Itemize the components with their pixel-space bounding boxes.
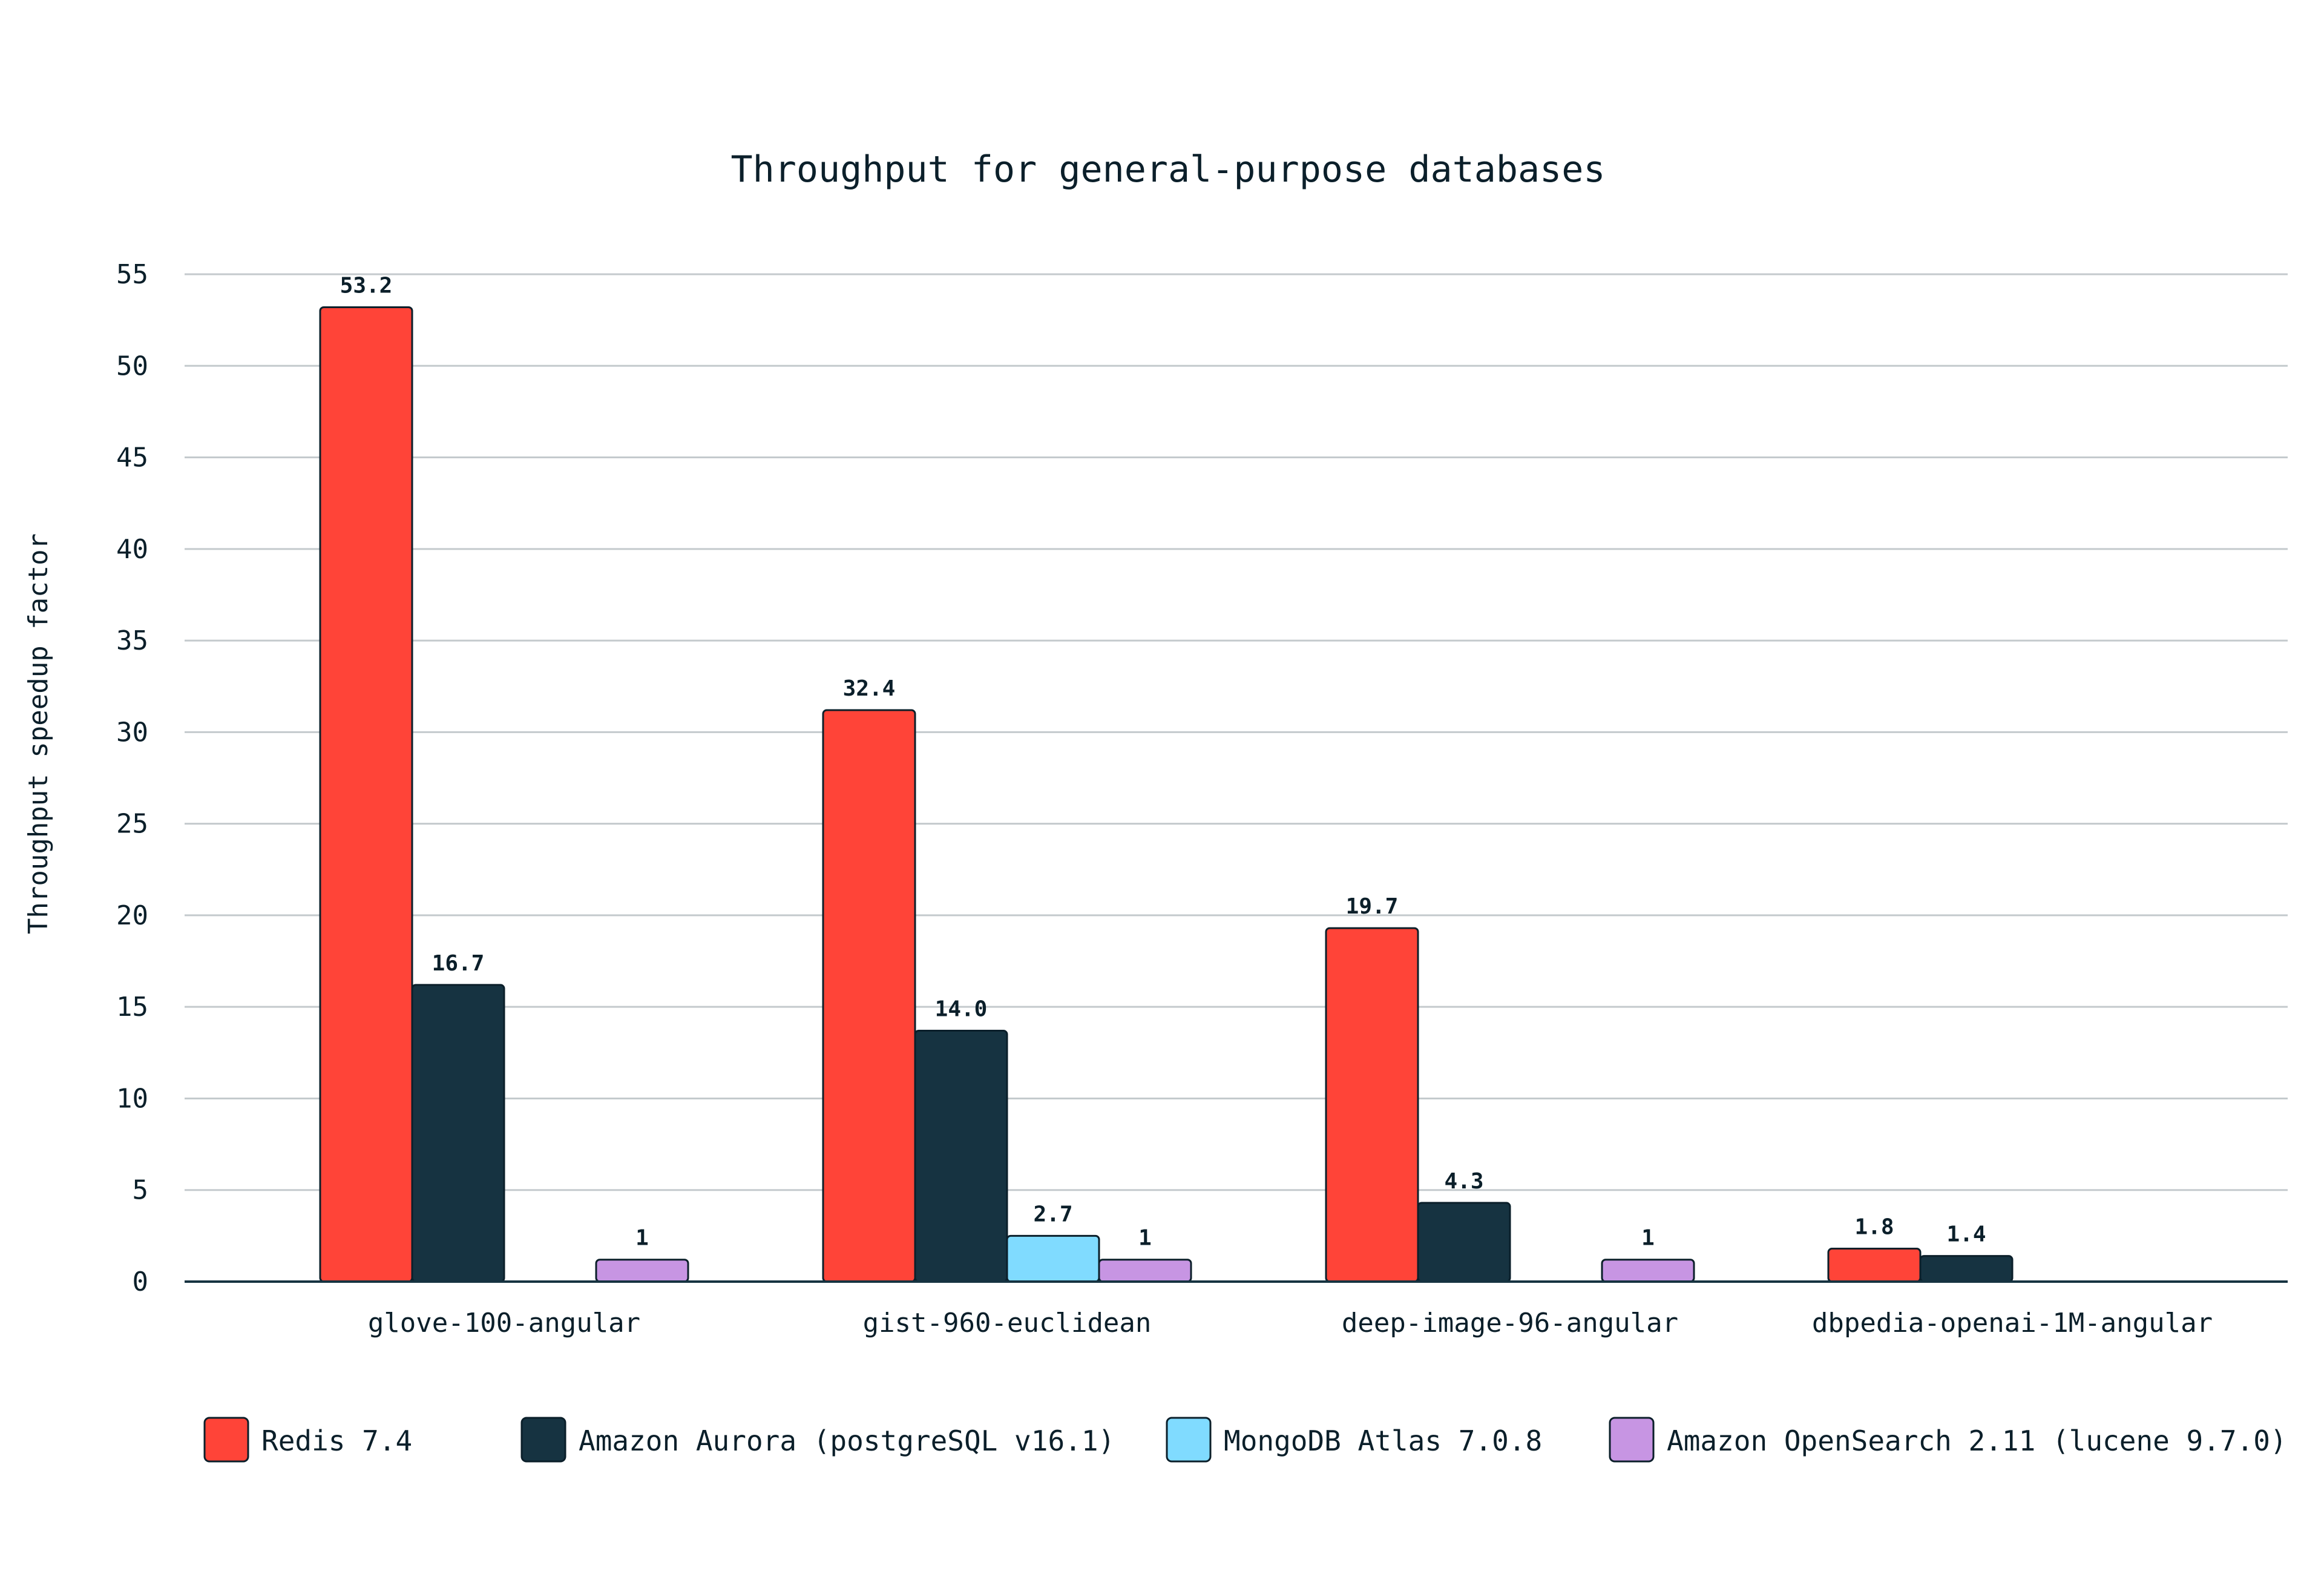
bar-deep-image-96-angular-series-1: [1417, 1202, 1511, 1283]
data-label: 1: [1138, 1226, 1152, 1251]
data-label: 19.7: [1346, 894, 1399, 919]
x-tick-label: deep-image-96-angular: [1342, 1308, 1678, 1339]
legend-item-2: MongoDB Atlas 7.0.8: [1166, 1417, 1542, 1463]
y-tick-label: 40: [116, 534, 148, 565]
bar-dbpedia-openai-1M-angular-series-0: [1827, 1248, 1922, 1283]
legend-label: MongoDB Atlas 7.0.8: [1224, 1424, 1542, 1457]
y-tick-label: 10: [116, 1083, 148, 1114]
y-tick-label: 0: [133, 1266, 149, 1297]
legend-label: Amazon Aurora (postgreSQL v16.1): [579, 1424, 1115, 1457]
data-label: 1.8: [1854, 1215, 1894, 1240]
legend-label: Amazon OpenSearch 2.11 (lucene 9.7.0): [1667, 1424, 2287, 1457]
y-tick-label: 55: [116, 259, 148, 290]
legend-swatch: [1609, 1417, 1655, 1463]
y-tick-label: 20: [116, 900, 148, 931]
chart-title: Throughput for general-purpose databases: [731, 148, 1606, 191]
bar-deep-image-96-angular-series-3: [1601, 1259, 1695, 1283]
bar-glove-100-angular-series-3: [595, 1259, 689, 1283]
bar-gist-960-euclidean-series-3: [1098, 1259, 1192, 1283]
x-tick-label: glove-100-angular: [368, 1308, 640, 1339]
bar-gist-960-euclidean-series-1: [914, 1030, 1008, 1283]
data-label: 32.4: [843, 676, 896, 701]
bar-dbpedia-openai-1M-angular-series-1: [1919, 1255, 2014, 1283]
y-tick-label: 50: [116, 351, 148, 381]
bar-gist-960-euclidean-series-0: [822, 709, 916, 1283]
bars: [319, 306, 2014, 1283]
legend-item-1: Amazon Aurora (postgreSQL v16.1): [520, 1417, 1115, 1463]
legend-swatch: [203, 1417, 249, 1463]
bar-gist-960-euclidean-series-2: [1006, 1234, 1100, 1283]
data-label: 14.0: [935, 997, 988, 1022]
y-tick-label: 30: [116, 717, 148, 748]
gridlines: [185, 273, 2288, 1191]
y-axis-label: Throughput speedup factor: [23, 533, 54, 934]
x-tick-labels: glove-100-angular gist-960-euclidean deep-…: [368, 1308, 2213, 1339]
legend: Redis 7.4 Amazon Aurora (postgreSQL v16.1…: [203, 1417, 2287, 1463]
y-tick-labels: 0 5 10 15 20 25 30 35 40 45 50 55: [116, 259, 148, 1297]
x-tick-label: gist-960-euclidean: [863, 1308, 1152, 1339]
x-tick-label: dbpedia-openai-1M-angular: [1812, 1308, 2213, 1339]
bar-glove-100-angular-series-0: [319, 306, 413, 1283]
data-label: 1: [635, 1226, 649, 1251]
y-tick-label: 5: [133, 1175, 149, 1206]
legend-label: Redis 7.4: [261, 1424, 412, 1457]
y-tick-label: 25: [116, 809, 148, 840]
bar-glove-100-angular-series-1: [411, 984, 505, 1283]
data-label: 2.7: [1033, 1202, 1072, 1227]
legend-swatch: [1166, 1417, 1212, 1463]
legend-swatch: [520, 1417, 566, 1463]
y-tick-label: 45: [116, 443, 148, 473]
data-label: 4.3: [1444, 1169, 1483, 1194]
legend-item-3: Amazon OpenSearch 2.11 (lucene 9.7.0): [1609, 1417, 2287, 1463]
data-label: 16.7: [432, 951, 485, 976]
data-labels: 53.2 16.7 1 32.4 14.0 2.7 1 19.7 4.3 1 1.8 1.4: [340, 273, 1986, 1250]
data-label: 1.4: [1946, 1222, 1986, 1247]
y-tick-label: 35: [116, 625, 148, 656]
legend-item-0: Redis 7.4: [203, 1417, 412, 1463]
y-tick-label: 15: [116, 992, 148, 1023]
data-label: 1: [1641, 1226, 1655, 1251]
data-label: 53.2: [340, 273, 393, 298]
bar-deep-image-96-angular-series-0: [1325, 927, 1419, 1283]
